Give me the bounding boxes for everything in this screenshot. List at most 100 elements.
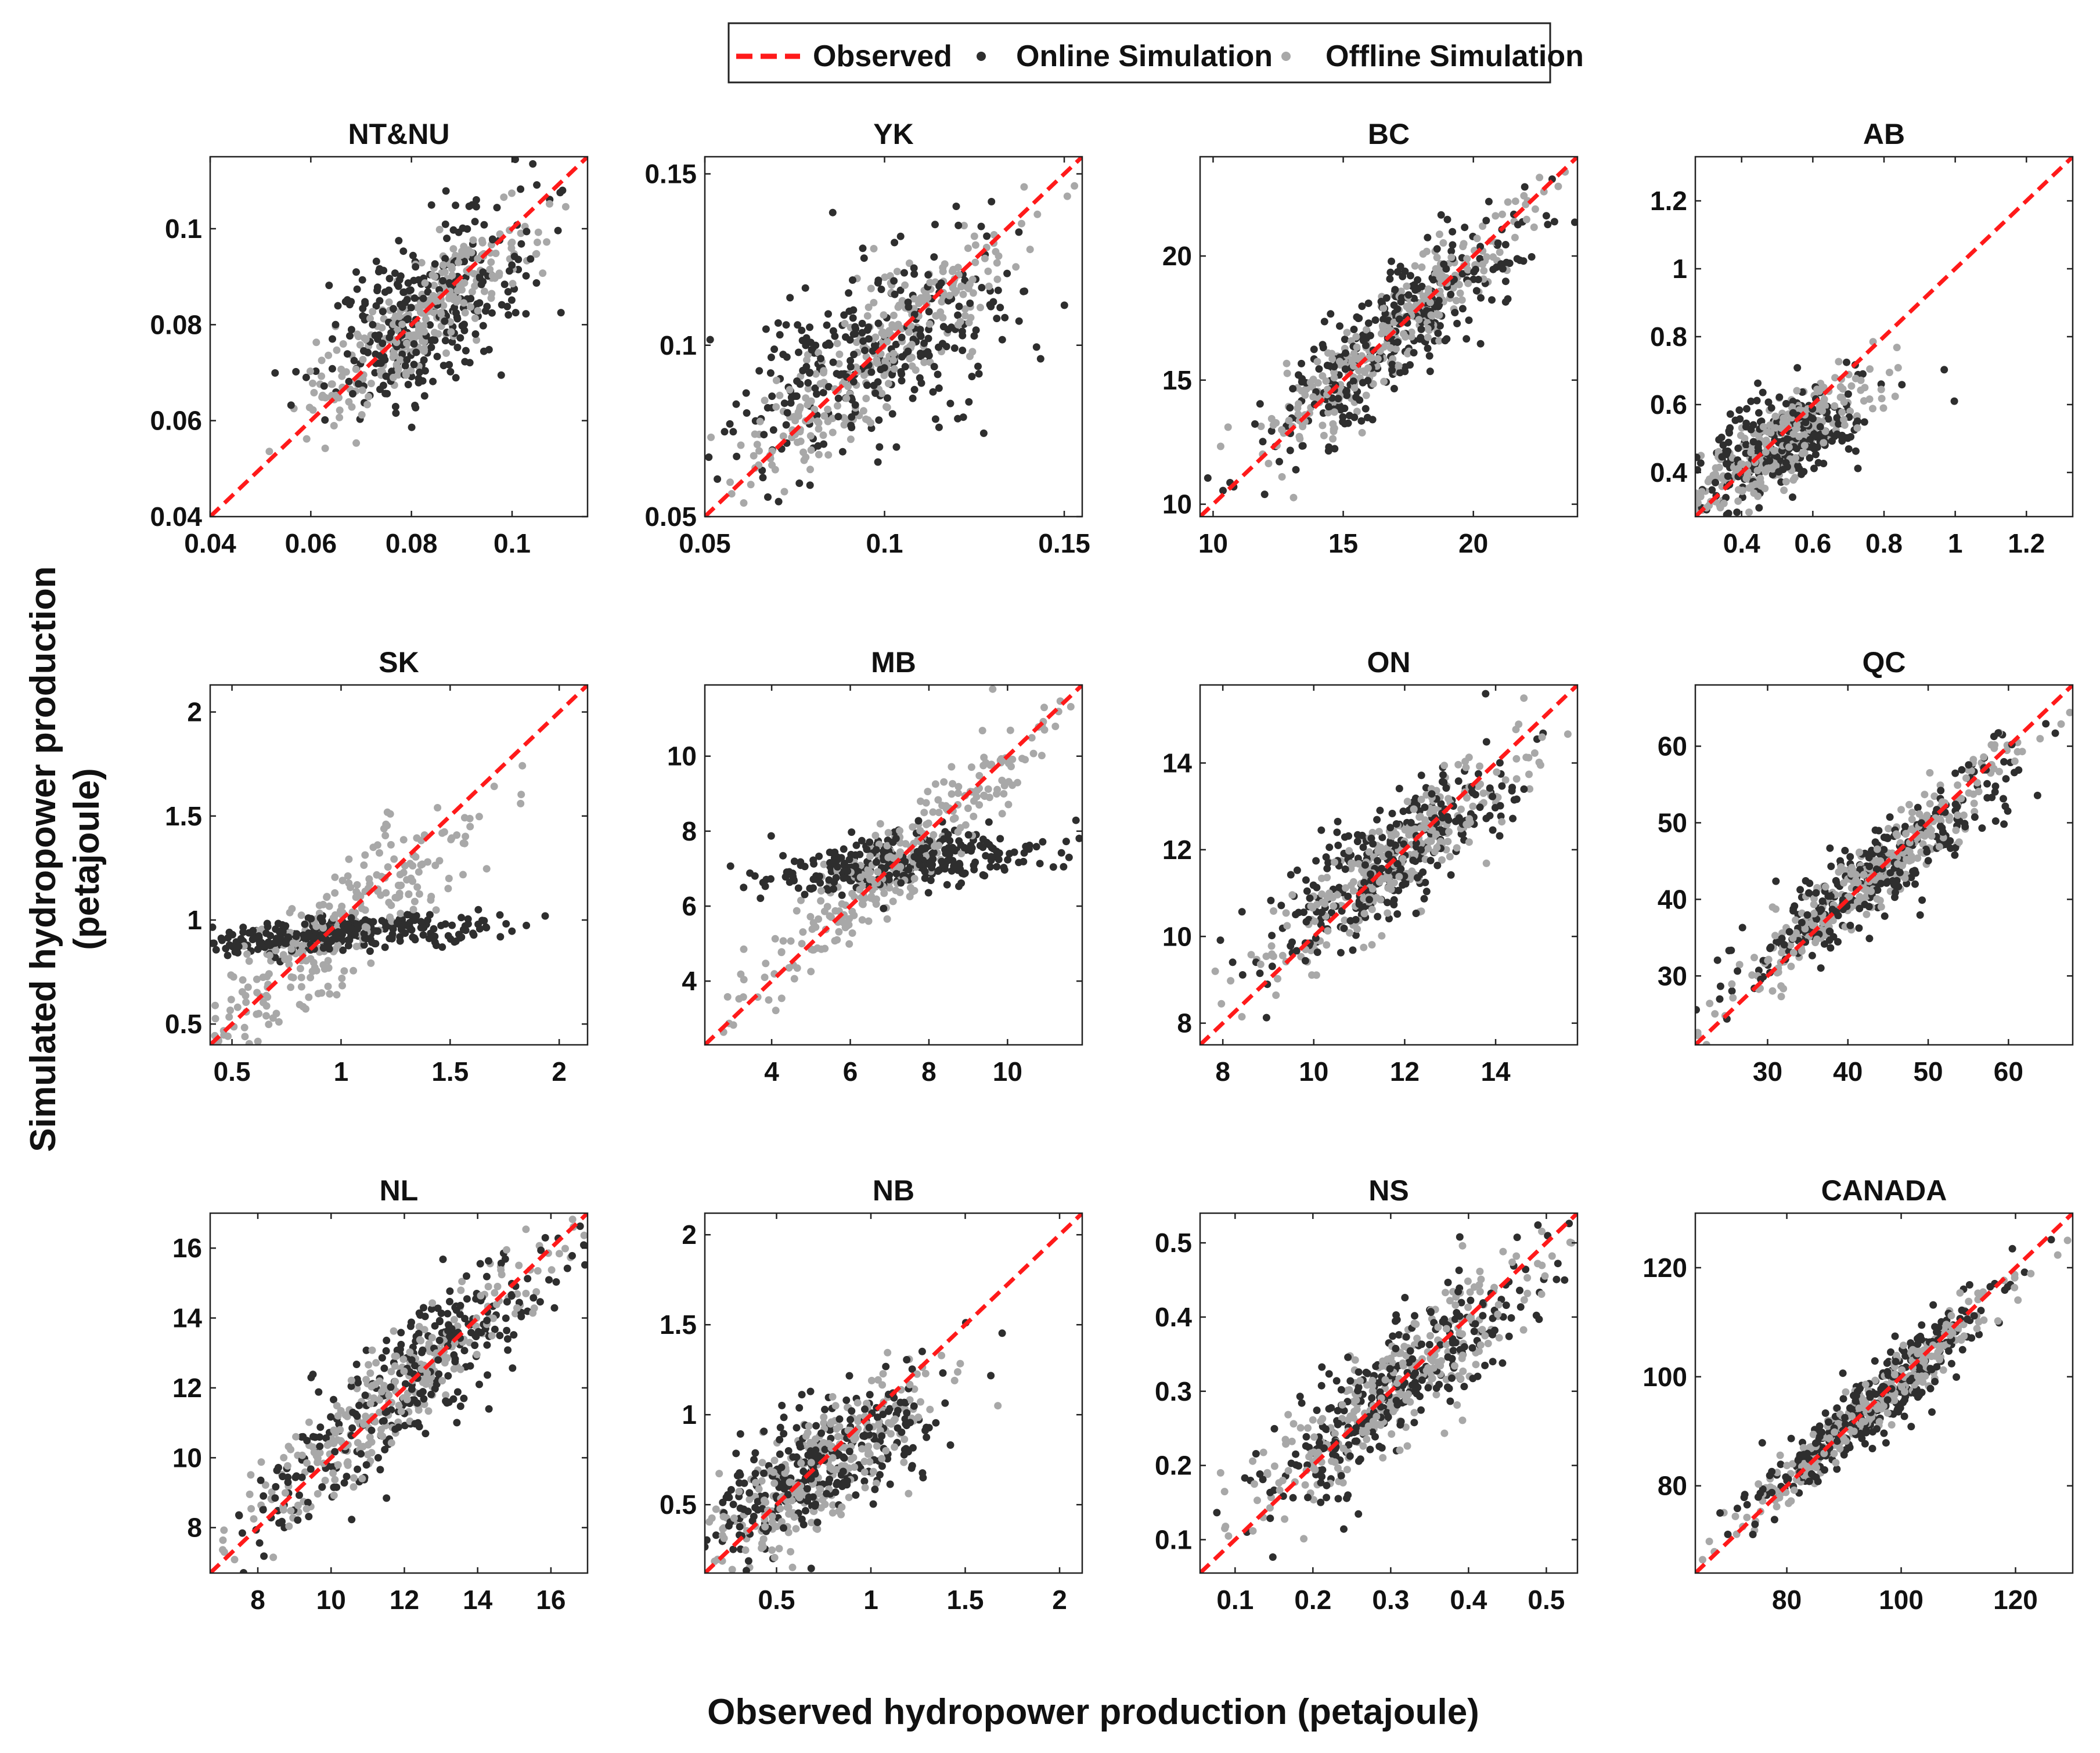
offline-point: [1750, 489, 1758, 497]
offline-point: [1938, 798, 1946, 806]
online-point: [433, 352, 441, 360]
offline-point: [358, 411, 366, 419]
panel-nt-nu: NT&NU0.04 0.06 0.08 0.10.040.060.080.1: [150, 118, 589, 558]
scatter-points: [1695, 709, 2073, 1045]
offline-point: [543, 238, 551, 246]
online-point: [811, 384, 819, 392]
online-point: [462, 347, 470, 355]
offline-point: [847, 435, 855, 443]
online-point: [1360, 879, 1368, 886]
online-point: [452, 201, 460, 210]
online-point: [959, 347, 967, 355]
offline-point: [1962, 774, 1970, 782]
online-point: [943, 881, 951, 889]
online-point: [1753, 396, 1761, 405]
online-point: [439, 277, 447, 285]
online-point: [1386, 268, 1395, 276]
offline-point: [795, 412, 802, 420]
offline-point: [467, 248, 476, 257]
online-point: [851, 401, 859, 409]
offline-point: [2057, 720, 2065, 728]
offline-point: [265, 448, 273, 456]
online-point: [471, 218, 479, 226]
offline-point: [1969, 790, 1977, 798]
online-point: [1890, 881, 1898, 889]
offline-point: [1256, 960, 1265, 968]
offline-point: [383, 808, 391, 816]
offline-point: [925, 320, 934, 328]
online-point: [361, 916, 369, 924]
online-point: [1843, 358, 1850, 366]
offline-point: [787, 937, 795, 945]
online-point: [890, 277, 898, 285]
online-point: [931, 415, 939, 423]
online-point: [2051, 729, 2059, 737]
online-point: [1708, 486, 1716, 494]
online-point: [1433, 245, 1441, 253]
offline-point: [975, 801, 984, 809]
online-point: [1940, 366, 1948, 374]
offline-point: [2066, 709, 2073, 716]
online-point: [1306, 894, 1314, 902]
online-point: [372, 257, 380, 265]
offline-point: [1875, 872, 1883, 880]
online-point: [500, 280, 509, 288]
online-point: [1409, 856, 1417, 864]
offline-point: [1324, 927, 1332, 935]
offline-point: [1004, 778, 1013, 786]
offline-point: [824, 405, 832, 413]
offline-point: [881, 273, 889, 282]
online-point: [1712, 478, 1719, 486]
online-point: [350, 356, 358, 365]
online-point: [473, 300, 481, 308]
online-point: [481, 307, 489, 315]
online-point: [1743, 405, 1750, 413]
offline-point: [1861, 384, 1869, 392]
online-point: [1301, 957, 1309, 965]
offline-point: [397, 910, 405, 918]
offline-point: [1296, 435, 1304, 443]
online-point: [388, 367, 396, 376]
offline-point: [964, 805, 972, 812]
online-point: [798, 326, 806, 334]
offline-point: [1885, 825, 1892, 832]
offline-point: [1742, 474, 1750, 482]
offline-point: [1018, 755, 1026, 763]
offline-point: [1350, 384, 1359, 392]
online-point: [930, 849, 938, 857]
online-point: [1352, 915, 1360, 924]
x-tick-label: 8: [1215, 1056, 1230, 1087]
y-tick-label: 1: [1672, 254, 1687, 284]
offline-point: [906, 883, 914, 892]
online-point: [1834, 938, 1842, 946]
online-point: [1049, 863, 1057, 871]
online-point: [809, 856, 817, 864]
offline-point: [1511, 233, 1519, 241]
online-point: [344, 936, 352, 944]
scatter-points: [1204, 168, 1577, 502]
online-point: [1395, 785, 1403, 792]
online-point: [1406, 361, 1414, 369]
offline-point: [417, 861, 425, 869]
offline-point: [1014, 778, 1021, 787]
online-point: [726, 420, 734, 428]
offline-point: [1935, 843, 1943, 851]
online-point: [1719, 441, 1727, 449]
online-point: [1302, 876, 1310, 884]
offline-point: [314, 990, 322, 998]
offline-point: [1446, 853, 1454, 861]
panel-title: NT&NU: [348, 118, 450, 150]
online-point: [302, 373, 310, 381]
online-point: [790, 857, 798, 865]
offline-point: [838, 900, 846, 908]
online-point: [1809, 414, 1817, 423]
online-point: [293, 930, 301, 938]
online-point: [1474, 276, 1482, 283]
online-point: [889, 838, 897, 846]
online-point: [1001, 313, 1009, 322]
offline-point: [1288, 891, 1296, 899]
offline-point: [265, 1020, 273, 1029]
online-point: [776, 331, 784, 339]
offline-point: [455, 258, 463, 266]
offline-point: [220, 1031, 228, 1039]
